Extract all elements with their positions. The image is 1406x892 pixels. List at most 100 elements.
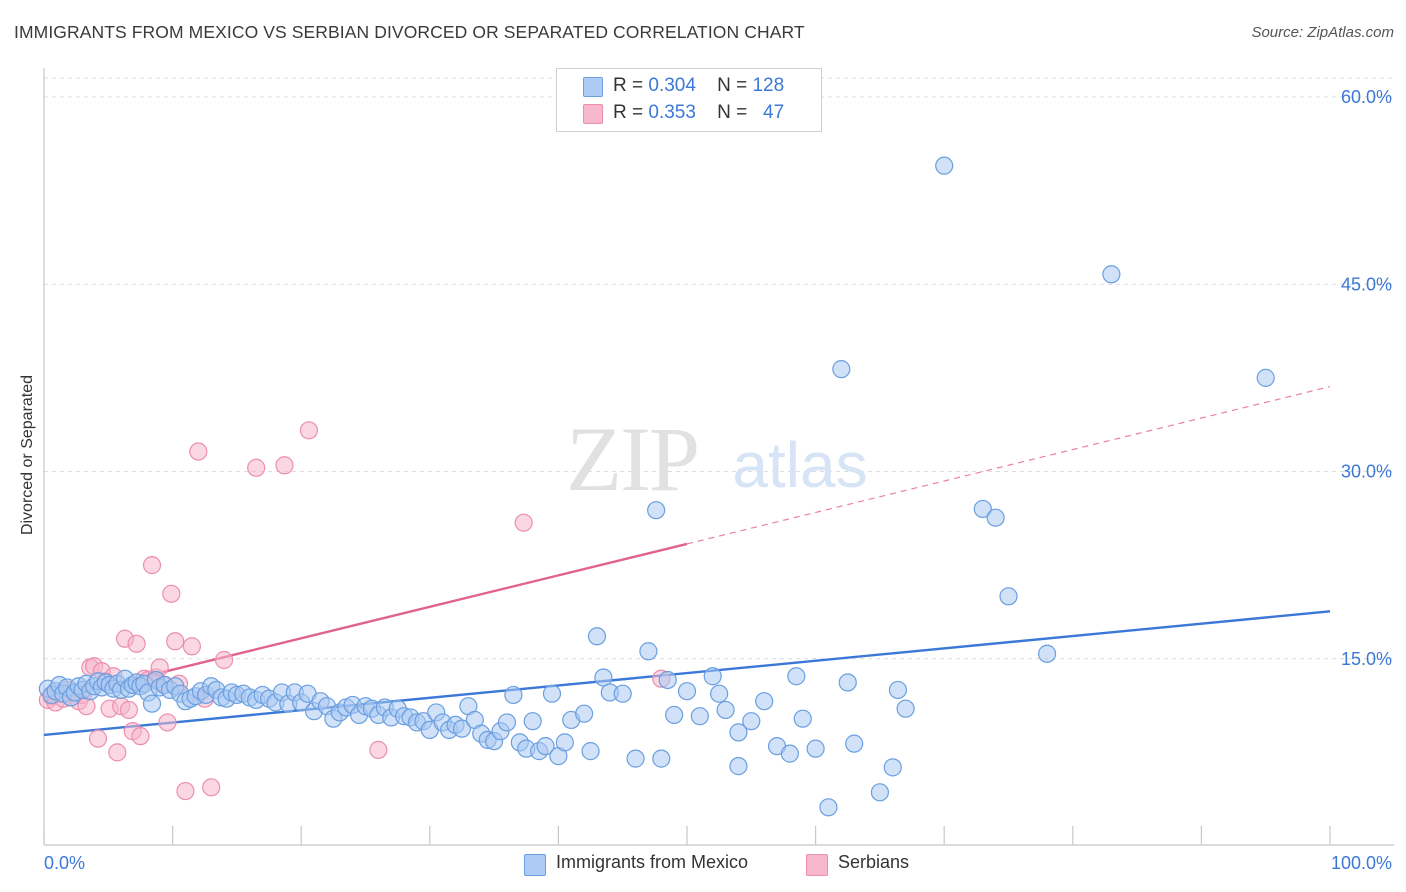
serbians-point [158,713,177,732]
serbians-point [275,456,294,475]
mexico-point [652,749,671,768]
mexico-point [575,704,594,723]
y-tick-label: 15.0% [1341,649,1392,669]
serbians-point [369,740,388,759]
bottom-legend-label-mexico: Immigrants from Mexico [556,852,749,872]
watermark-zip: ZIP [566,408,698,510]
mexico-point [690,707,709,726]
x-tick-label: 0.0% [44,853,85,873]
mexico-point [555,733,574,752]
mexico-point [452,719,472,738]
serbians-point [131,727,150,746]
mexico-point [888,680,908,700]
serbians-point [88,729,108,748]
serbians-point [77,697,96,716]
serbians-point [214,650,234,670]
legend-r-value: 0.353 [648,102,696,123]
legend-r-value: 0.304 [648,75,696,96]
serbians-point [176,781,195,801]
mexico-point [710,684,729,703]
mexico-point [819,798,838,817]
legend-r-label: R = [613,75,644,96]
serbians-point [142,556,162,575]
mexico-point [780,744,799,763]
mexico-point [1256,368,1275,387]
mexico-point [677,682,697,701]
serbians-point [202,778,221,797]
mexico-point [647,501,666,520]
mexico-point [973,499,992,519]
serbians-point [119,700,138,720]
serbians-point [247,458,266,477]
mexico-point [999,587,1018,606]
mexico-points [38,156,1275,817]
mexico-point [504,685,523,705]
legend-swatch-serbians [583,104,603,124]
legend-swatch-mexico [583,77,603,97]
serbians-point [166,632,185,651]
serbians-point [127,634,146,653]
legend-n-label: N = [717,102,748,123]
mexico-point [536,737,555,756]
serbians-point [108,743,127,762]
legend-r-label: R = [613,102,644,123]
mexico-point [896,699,915,718]
watermark-atlas: atlas [732,429,867,501]
mexico-point [1037,644,1057,663]
grid-lines [44,77,1394,660]
mexico-point [729,723,748,742]
chart-title: IMMIGRANTS FROM MEXICO VS SERBIAN DIVORC… [14,22,805,42]
mexico-point [845,734,864,753]
bottom-legend-swatch-serbians [806,854,828,876]
mexico-point [935,156,954,175]
mexico-point [787,667,806,686]
mexico-point [142,694,162,713]
mexico-point [613,684,632,703]
watermark: ZIP atlas [566,408,868,510]
mexico-point [523,712,542,731]
mexico-point [665,705,684,725]
bottom-legend-label-serbians: Serbians [838,852,910,872]
y-tick-label: 45.0% [1341,274,1392,294]
mexico-point [755,692,774,711]
serbians-point [162,584,181,603]
mexico-point [793,709,812,728]
mexico-point [497,713,517,732]
serbians-point [189,442,208,461]
mexico-point [587,627,607,646]
mexico-trend [43,610,1331,737]
serbians-trend-extension [686,386,1331,545]
x-tick-label: 100.0% [1331,853,1392,873]
tick-labels: 15.0% 30.0% 45.0% 60.0% 0.0% 100.0% [44,87,1392,873]
legend-n-value: 47 [763,102,785,123]
mexico-point [703,667,722,686]
mexico-point [594,668,613,687]
mexico-point [1102,265,1121,284]
mexico-point [729,757,748,776]
mexico-point [742,712,761,731]
y-tick-label: 30.0% [1341,462,1392,482]
mexico-point [626,749,645,768]
mexico-point [832,360,851,379]
mexico-point [581,742,600,761]
source-credit: Source: ZipAtlas.com [1251,24,1394,41]
mexico-point [542,684,562,703]
serbians-point [182,637,201,656]
legend-n-value: 128 [752,75,785,96]
serbians-point [299,421,319,440]
y-tick-label: 60.0% [1341,87,1392,107]
axes [43,68,1394,846]
mexico-trend-line [43,610,1331,737]
correlation-legend: R = 0.304 N = 128 R = 0.353 N = 47 [556,68,822,132]
mexico-point [883,758,902,777]
mexico-point [806,739,825,758]
mexico-point [658,670,677,690]
mexico-point [986,508,1005,527]
bottom-legend-swatch-mexico [524,854,546,876]
mexico-point [838,673,857,692]
mexico-point [870,783,890,802]
mexico-point [716,700,735,720]
mexico-point [639,642,658,661]
serbians-point [514,513,533,532]
